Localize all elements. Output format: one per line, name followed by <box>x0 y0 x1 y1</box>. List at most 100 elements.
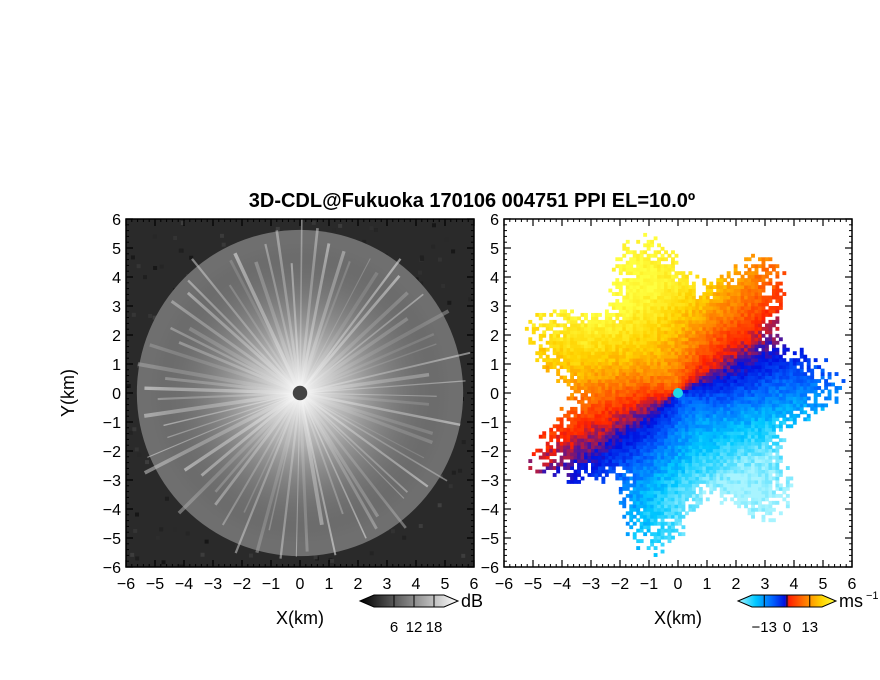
velocity-cell <box>653 354 658 359</box>
velocity-cell <box>664 257 668 262</box>
velocity-cell <box>678 358 682 363</box>
velocity-cell <box>629 427 634 432</box>
velocity-cell <box>594 316 599 321</box>
velocity-cell <box>751 507 755 512</box>
velocity-cell <box>737 295 742 300</box>
velocity-cell <box>758 483 762 488</box>
velocity-cell <box>597 455 602 460</box>
velocity-cell <box>660 274 665 279</box>
velocity-cell <box>737 302 742 307</box>
radar-site-marker-velocity <box>673 388 683 398</box>
velocity-cell <box>761 399 766 404</box>
velocity-cell <box>698 319 703 324</box>
velocity-cell <box>528 340 533 345</box>
velocity-cell <box>573 438 578 443</box>
velocity-cell <box>566 316 571 321</box>
velocity-cell <box>549 319 554 324</box>
velocity-cell <box>730 399 735 404</box>
velocity-cell <box>723 438 728 443</box>
velocity-cell <box>681 525 686 530</box>
velocity-cell <box>747 257 752 262</box>
velocity-cell <box>761 365 766 370</box>
velocity-cell <box>601 372 606 376</box>
velocity-cell <box>691 424 696 429</box>
velocity-cell <box>653 316 658 321</box>
velocity-cell <box>556 469 561 474</box>
velocity-cell <box>664 330 668 335</box>
velocity-cell <box>733 424 738 429</box>
velocity-cell <box>667 473 672 477</box>
velocity-cell <box>792 413 797 418</box>
velocity-cell <box>597 417 602 422</box>
velocity-cell <box>573 319 578 324</box>
velocity-cell <box>751 452 755 457</box>
velocity-cell <box>625 476 630 481</box>
velocity-cell <box>618 382 623 387</box>
velocity-cell <box>657 410 661 415</box>
velocity-cell <box>716 323 721 328</box>
velocity-cell <box>688 354 693 359</box>
velocity-cell <box>611 459 616 463</box>
velocity-cell <box>730 420 735 425</box>
velocity-cell <box>775 386 780 390</box>
velocity-cell <box>716 319 721 324</box>
velocity-cell <box>695 420 700 425</box>
velocity-cell <box>563 344 568 349</box>
velocity-cell <box>737 326 742 331</box>
velocity-cell <box>650 302 655 307</box>
velocity-cell <box>803 354 808 359</box>
velocity-cell <box>601 389 606 394</box>
velocity-cell <box>549 337 554 342</box>
velocity-cell <box>587 330 592 335</box>
velocity-cell <box>702 399 707 404</box>
velocity-cell <box>775 326 780 331</box>
velocity-cell <box>632 393 637 397</box>
velocity-cell <box>678 309 682 314</box>
velocity-cell <box>611 406 616 411</box>
velocity-cell <box>723 340 728 345</box>
velocity-cell <box>625 480 630 484</box>
velocity-cell <box>577 389 581 394</box>
velocity-cell <box>657 424 661 429</box>
noise-cell <box>330 558 335 563</box>
velocity-cell <box>639 490 644 495</box>
velocity-cell <box>765 302 769 307</box>
velocity-cell <box>580 403 585 408</box>
velocity-cell <box>702 302 707 307</box>
velocity-cell <box>737 271 742 276</box>
velocity-cell <box>712 448 717 453</box>
velocity-cell <box>671 417 675 422</box>
velocity-cell <box>674 292 679 296</box>
velocity-cell <box>650 323 655 328</box>
velocity-cell <box>650 299 655 303</box>
velocity-cell <box>657 438 661 443</box>
velocity-cell <box>556 361 561 366</box>
velocity-cell <box>643 532 648 537</box>
velocity-cell <box>688 295 693 300</box>
velocity-cell <box>573 424 578 429</box>
velocity-cell <box>740 459 745 463</box>
velocity-cell <box>761 486 766 491</box>
velocity-cell <box>584 406 588 411</box>
velocity-cell <box>754 365 759 370</box>
velocity-cell <box>771 351 776 356</box>
velocity-cell <box>698 316 703 321</box>
velocity-cell <box>758 445 762 450</box>
velocity-cell <box>671 431 675 436</box>
velocity-cell <box>639 403 644 408</box>
velocity-cell <box>691 507 696 512</box>
noise-cell <box>275 226 280 231</box>
velocity-cell <box>813 396 818 401</box>
velocity-cell <box>664 507 668 512</box>
velocity-cell <box>702 393 707 397</box>
velocity-cell <box>674 410 679 415</box>
velocity-cell <box>674 326 679 331</box>
velocity-cell <box>671 316 675 321</box>
noise-cell <box>153 265 158 270</box>
velocity-cell <box>688 309 693 314</box>
velocity-cell <box>684 326 689 331</box>
velocity-cell <box>611 306 616 310</box>
velocity-cell <box>723 399 728 404</box>
velocity-cell <box>653 427 658 432</box>
velocity-cell <box>657 420 661 425</box>
